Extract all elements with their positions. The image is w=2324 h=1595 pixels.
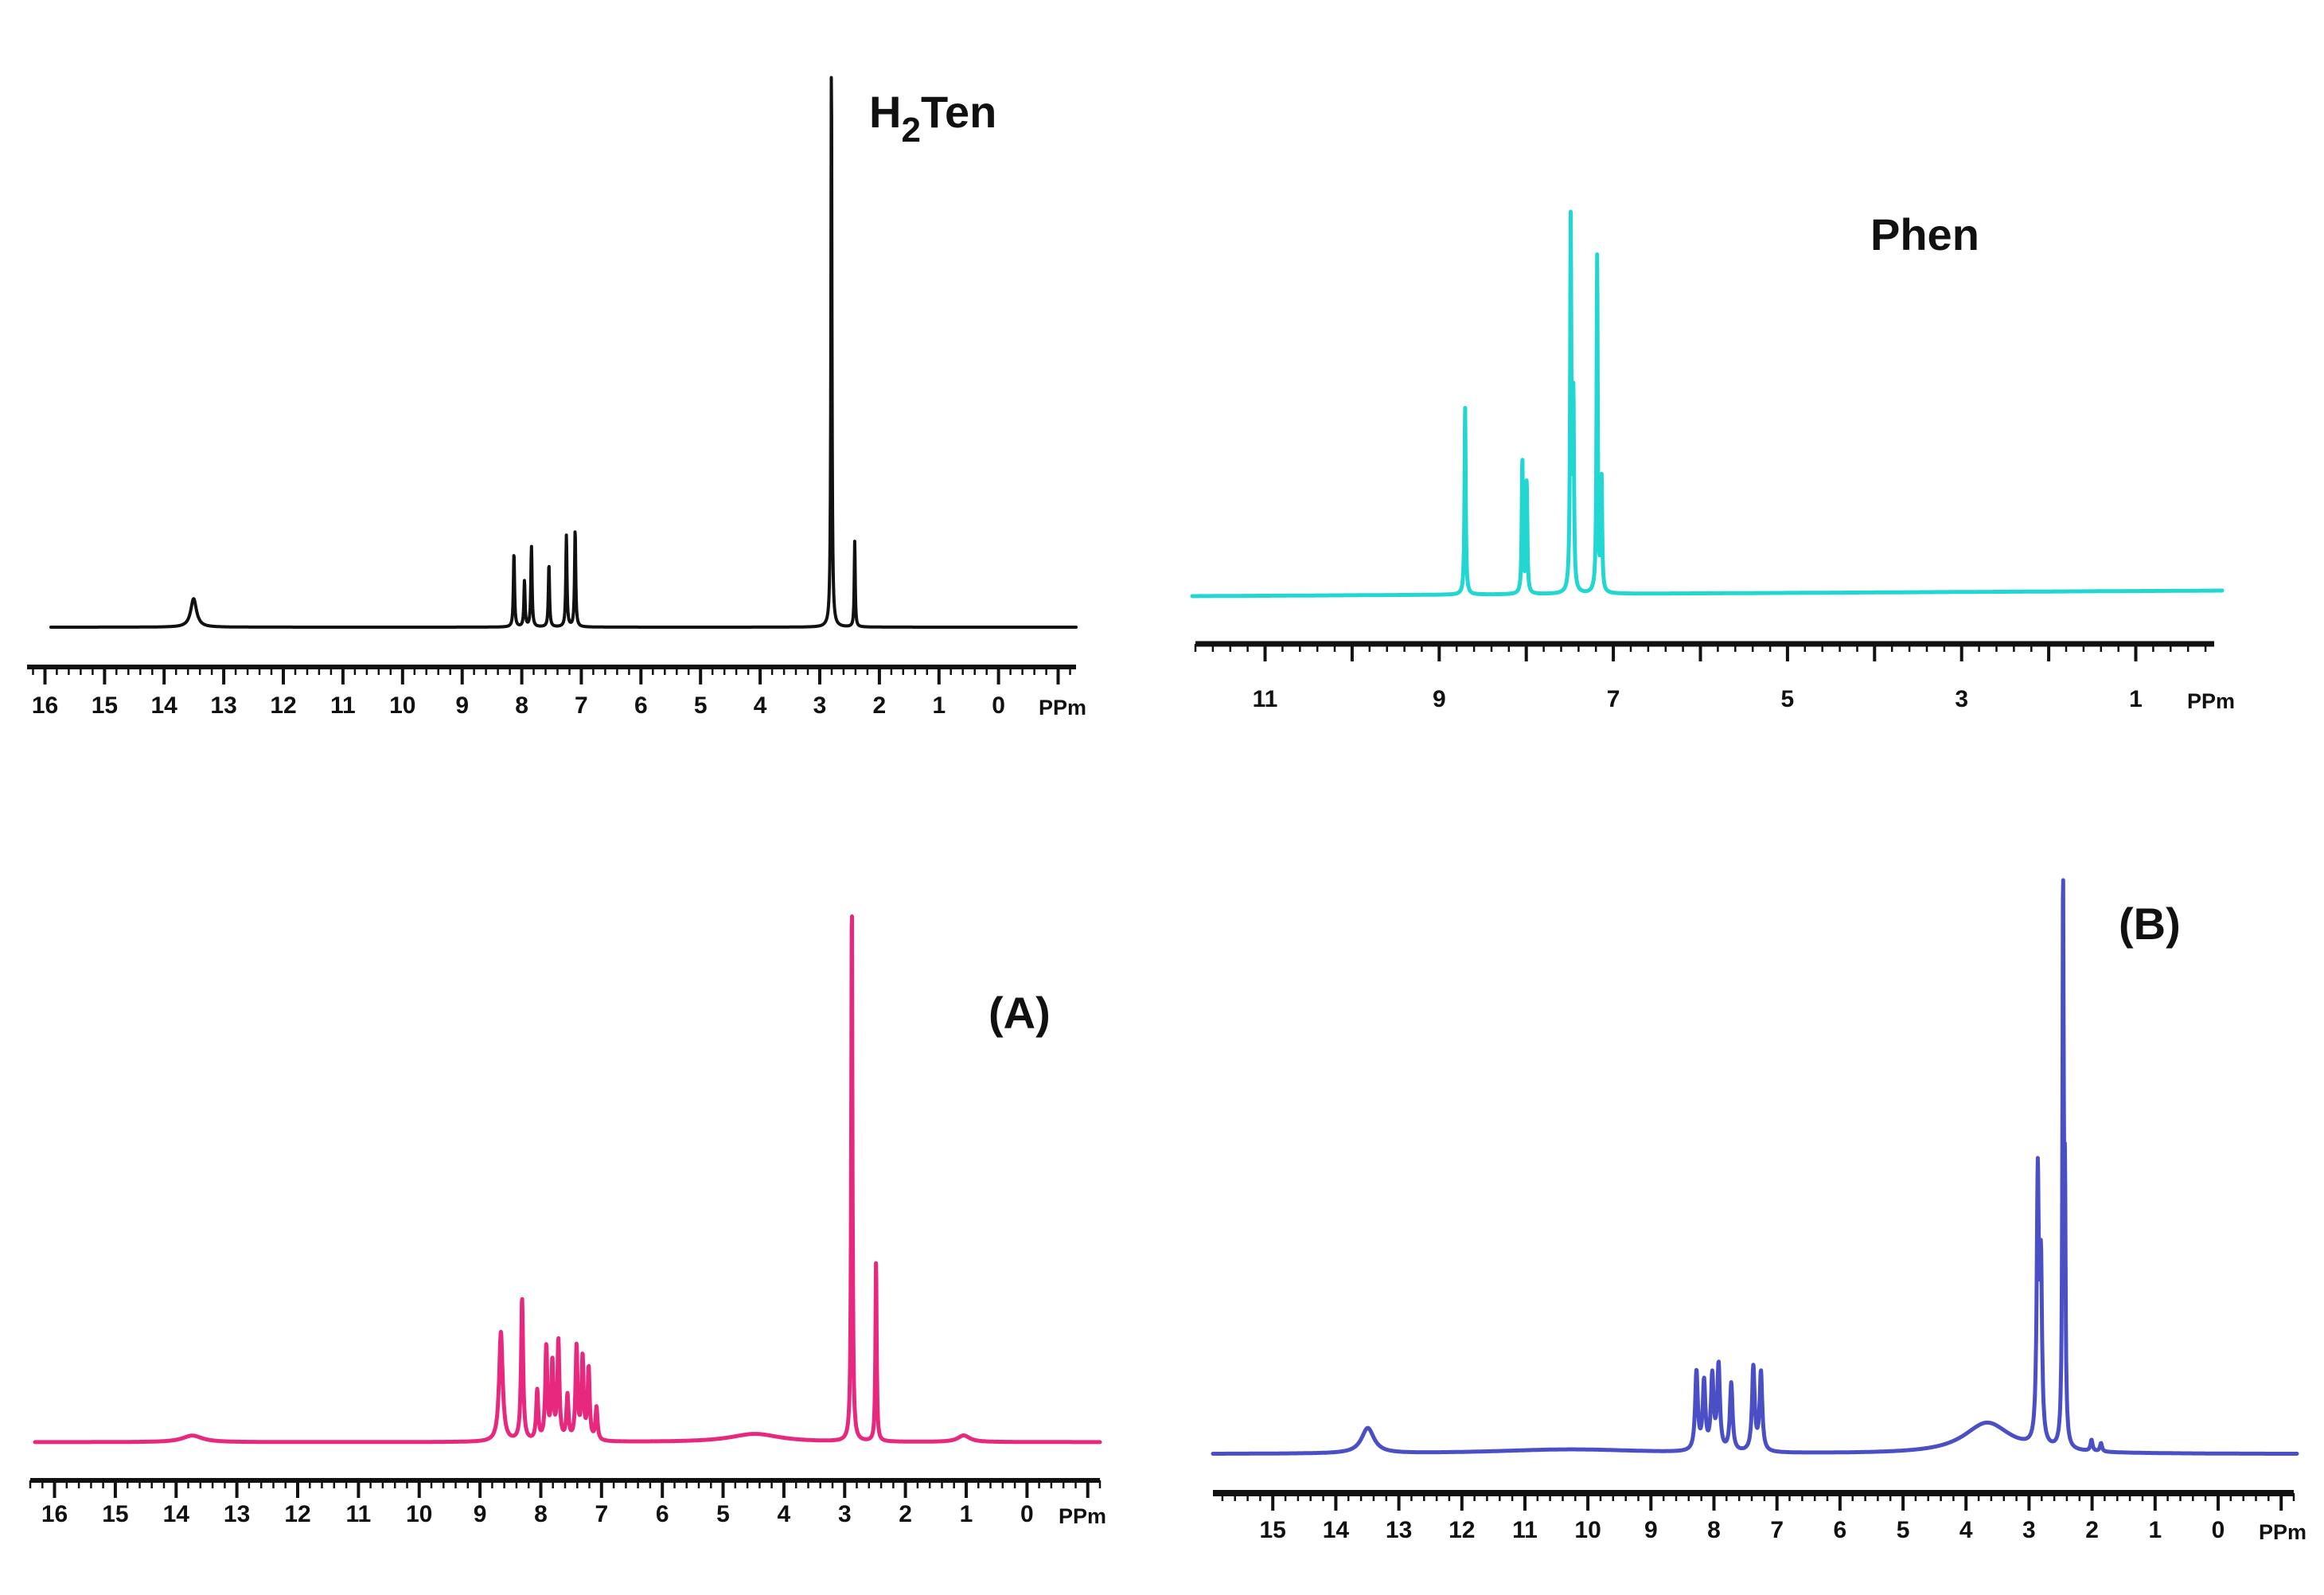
axis-unit-label: PPm — [2187, 689, 2235, 713]
tick-label: 12 — [284, 1501, 310, 1527]
tick-label: 1 — [932, 692, 946, 719]
tick-label: 5 — [1781, 686, 1795, 712]
tick-label: 4 — [1959, 1517, 1973, 1543]
axis-unit-label: PPm — [1059, 1504, 1106, 1528]
tick-label: 7 — [595, 1501, 608, 1527]
panel-a: 16 15 14 13 12 11 10 9 8 7 6 5 4 3 2 1 0 PPm (A) — [29, 914, 1106, 1528]
tick-label: 3 — [2022, 1517, 2036, 1543]
tick-label: 0 — [1020, 1501, 1034, 1527]
panel-title-b: (B) — [2119, 899, 2181, 949]
tick-label: 5 — [716, 1501, 730, 1527]
tick-label: 1 — [2129, 686, 2143, 712]
tick-label: 12 — [1449, 1517, 1475, 1543]
tick-label: 2 — [899, 1501, 912, 1527]
tick-label: 16 — [32, 692, 58, 719]
panel-title-phen: Phen — [1870, 209, 1979, 259]
x-axis-phen: 11 9 7 5 3 1 PPm — [1194, 641, 2235, 713]
tick-label: 11 — [346, 1501, 372, 1527]
tick-label: 5 — [694, 692, 708, 719]
tick-label: 13 — [224, 1501, 250, 1527]
tick-label: 4 — [778, 1501, 791, 1527]
spectrum-trace-b — [1211, 878, 2299, 1456]
x-axis-a: 16 15 14 13 12 11 10 9 8 7 6 5 4 3 2 1 0 PPm — [29, 1478, 1106, 1528]
tick-label: 2 — [873, 692, 887, 719]
tick-label: 9 — [1644, 1517, 1658, 1543]
tick-label: 14 — [163, 1501, 190, 1527]
tick-label: 1 — [960, 1501, 973, 1527]
spectrum-trace-h2ten — [49, 76, 1078, 629]
tick-label: 9 — [474, 1501, 487, 1527]
tick-label: 14 — [1323, 1517, 1350, 1543]
spectrum-trace-a — [33, 914, 1102, 1445]
tick-label: 12 — [270, 692, 296, 719]
tick-label: 2 — [2085, 1517, 2099, 1543]
tick-label: 7 — [1607, 686, 1620, 712]
panel-h2ten: 16 15 14 13 12 11 10 9 8 7 6 5 4 3 2 1 0 PPm H2Ten — [27, 76, 1086, 720]
tick-label: 15 — [92, 692, 118, 719]
tick-label: 4 — [754, 692, 767, 719]
tick-label: 14 — [151, 692, 178, 719]
tick-label: 3 — [838, 1501, 852, 1527]
tick-label: 8 — [534, 1501, 548, 1527]
tick-label: 15 — [1260, 1517, 1286, 1543]
tick-label: 13 — [210, 692, 236, 719]
tick-label: 3 — [813, 692, 827, 719]
tick-label: 10 — [406, 1501, 432, 1527]
tick-label: 0 — [2212, 1517, 2225, 1543]
tick-label: 3 — [1955, 686, 1968, 712]
x-axis-h2ten: 16 15 14 13 12 11 10 9 8 7 6 5 4 3 2 1 0 PPm — [27, 665, 1086, 720]
tick-label: 0 — [992, 692, 1005, 719]
tick-label: 8 — [515, 692, 528, 719]
tick-label: 6 — [1834, 1517, 1847, 1543]
axis-unit-label: PPm — [1039, 696, 1086, 720]
tick-label: 5 — [1897, 1517, 1910, 1543]
tick-label: 1 — [2148, 1517, 2162, 1543]
spectrum-trace-phen — [1190, 209, 2225, 599]
tick-label: 6 — [656, 1501, 669, 1527]
tick-label: 11 — [1512, 1517, 1538, 1543]
panel-title-h2ten: H2Ten — [869, 87, 996, 150]
tick-label: 10 — [389, 692, 415, 719]
tick-label: 7 — [575, 692, 588, 719]
tick-label: 11 — [1253, 686, 1278, 712]
panel-b: 15 14 13 12 11 10 9 8 7 6 5 4 3 2 1 0 PPm (B) — [1211, 878, 2306, 1544]
axis-unit-label: PPm — [2259, 1520, 2306, 1544]
panel-phen: 11 9 7 5 3 1 PPm Phen — [1190, 209, 2235, 713]
tick-label: 15 — [102, 1501, 128, 1527]
tick-label: 9 — [1433, 686, 1446, 712]
tick-label: 6 — [634, 692, 648, 719]
tick-label: 16 — [41, 1501, 68, 1527]
tick-label: 10 — [1574, 1517, 1601, 1543]
x-axis-b: 15 14 13 12 11 10 9 8 7 6 5 4 3 2 1 0 PPm — [1213, 1490, 2306, 1544]
tick-label: 8 — [1707, 1517, 1721, 1543]
tick-label: 7 — [1770, 1517, 1784, 1543]
tick-label: 9 — [455, 692, 469, 719]
panel-title-a: (A) — [988, 988, 1051, 1038]
tick-label: 11 — [330, 692, 356, 719]
tick-label: 13 — [1386, 1517, 1412, 1543]
